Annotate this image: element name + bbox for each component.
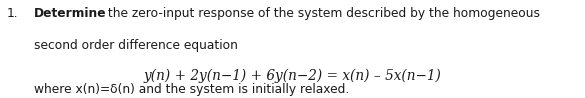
Text: the zero-input response of the system described by the homogeneous: the zero-input response of the system de… — [104, 7, 540, 20]
Text: y(n) + 2y(n−1) + 6y(n−2) = x(n) – 5x(n−1): y(n) + 2y(n−1) + 6y(n−2) = x(n) – 5x(n−1… — [143, 69, 442, 83]
Text: Determine: Determine — [34, 7, 106, 20]
Text: second order difference equation: second order difference equation — [34, 39, 238, 52]
Text: 1.: 1. — [7, 7, 19, 20]
Text: where x(n)=δ(n) and the system is initially relaxed.: where x(n)=δ(n) and the system is initia… — [34, 83, 349, 96]
